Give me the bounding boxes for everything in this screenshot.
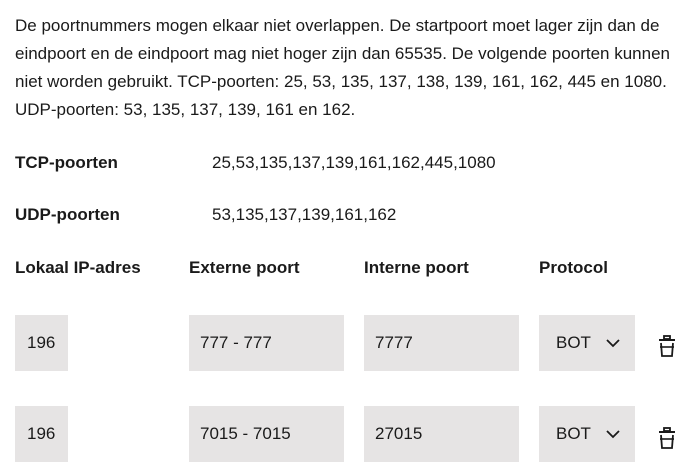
tcp-ports-label: TCP-poorten bbox=[15, 153, 118, 172]
udp-ports-label: UDP-poorten bbox=[15, 205, 120, 224]
protocol-select[interactable]: BOTH bbox=[539, 315, 635, 371]
external-port-field[interactable]: 777 - 777 bbox=[189, 315, 344, 371]
port-rules-description: De poortnummers mogen elkaar niet overla… bbox=[15, 16, 670, 119]
local-ip-field[interactable]: 196 bbox=[15, 315, 68, 371]
protocol-value: BOTH bbox=[556, 333, 592, 352]
trash-icon[interactable] bbox=[657, 427, 677, 449]
tcp-ports-value: 25,53,135,137,139,161,162,445,1080 bbox=[212, 153, 496, 172]
header-internal-port: Interne poort bbox=[364, 258, 469, 277]
external-port-field[interactable]: 7015 - 7015 bbox=[189, 406, 344, 462]
trash-icon[interactable] bbox=[657, 335, 677, 357]
udp-ports-value: 53,135,137,139,161,162 bbox=[212, 205, 397, 224]
header-external-port: Externe poort bbox=[189, 258, 300, 277]
internal-port-field[interactable]: 27015 bbox=[364, 406, 519, 462]
chevron-down-icon bbox=[606, 339, 620, 348]
protocol-select[interactable]: BOTH bbox=[539, 406, 635, 462]
local-ip-field[interactable]: 196 bbox=[15, 406, 68, 462]
protocol-value: BOTH bbox=[556, 424, 592, 443]
chevron-down-icon bbox=[606, 430, 620, 439]
header-protocol: Protocol bbox=[539, 258, 608, 277]
internal-port-field[interactable]: 7777 bbox=[364, 315, 519, 371]
header-local-ip: Lokaal IP-adres bbox=[15, 258, 141, 277]
